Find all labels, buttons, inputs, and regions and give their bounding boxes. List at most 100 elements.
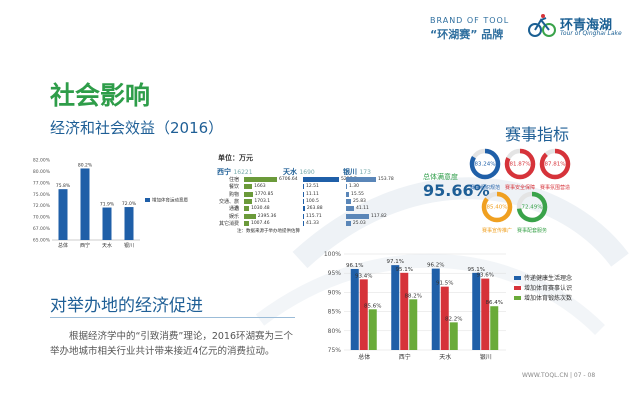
data-label: 88.2%	[405, 293, 422, 299]
footer: WWW.TOQL.CN | 07 - 08	[522, 372, 596, 379]
body-paragraph: 根据经济学中的“引致消费”理论，2016环湖赛为三个举办地城市相关行业共计带来接…	[50, 331, 294, 357]
bar	[244, 191, 253, 197]
bar	[244, 198, 253, 204]
legend-swatch	[514, 276, 521, 280]
legend-swatch	[514, 296, 521, 300]
satisfaction-value: 95.66%	[423, 181, 490, 200]
y-tick-label: 77.00%	[33, 180, 51, 186]
bar	[350, 268, 359, 350]
data-label: 93.6%	[477, 273, 494, 279]
region-count: 16221	[233, 169, 253, 176]
bar	[303, 198, 304, 204]
bar	[346, 220, 351, 226]
data-label: 100.5	[306, 198, 319, 204]
data-label: 115.71	[306, 213, 322, 219]
data-label: 72.0%	[122, 201, 137, 207]
y-tick-label: 72.00%	[33, 203, 51, 209]
region-name: 天水	[283, 168, 297, 176]
ring-value: 87.81%	[545, 162, 566, 168]
ring-value: 72.49%	[522, 205, 543, 211]
bar	[244, 177, 277, 182]
x-tick-label: 银川	[124, 242, 134, 249]
ring-fill	[481, 191, 513, 223]
bar	[449, 322, 458, 350]
data-label: 85.6%	[364, 303, 381, 309]
data-label: 11.11	[306, 191, 319, 197]
legend-swatch	[145, 198, 150, 202]
bar	[303, 220, 304, 226]
bar	[409, 299, 418, 350]
data-label: 15.55	[351, 191, 364, 197]
data-label: 97.1%	[387, 259, 404, 265]
ring-value: 83.24%	[475, 162, 496, 168]
x-tick-label: 天水	[439, 353, 451, 361]
bar	[400, 272, 409, 350]
category-label: 娱乐	[228, 213, 239, 220]
bar	[490, 306, 499, 350]
category-label: 交通、旅游	[218, 198, 239, 212]
bar	[346, 206, 355, 212]
y-tick-label: 67.00%	[33, 226, 51, 232]
data-label: 95.1%	[396, 267, 413, 273]
divider	[50, 317, 295, 318]
bar	[80, 168, 90, 240]
y-tick-label: 80%	[328, 328, 342, 335]
data-label: 93.4%	[355, 273, 372, 279]
ring-label: 赛事宣传推广	[481, 228, 512, 234]
category-label: 通讯	[228, 206, 239, 213]
y-tick-label: 85%	[328, 309, 342, 316]
region-count: 1690	[299, 169, 315, 176]
indicator-ring: 85.40%	[481, 191, 513, 223]
unit-label: 单位：万元	[218, 154, 253, 162]
legend-label: 增加体育赛事认识	[524, 284, 572, 292]
ring-value: 81.87%	[510, 162, 531, 168]
data-label: 1007.46	[250, 220, 270, 226]
y-tick-label: 90%	[328, 289, 342, 296]
page-title: 社会影响	[50, 81, 151, 110]
data-label: 1663	[254, 184, 266, 190]
bar	[303, 191, 304, 197]
y-tick-label: 70.00%	[33, 215, 51, 221]
promo-title: 对举办地的经济促进	[50, 296, 203, 316]
legend-label: 传递健康生活理念	[524, 274, 572, 282]
data-label: 153.78	[378, 177, 394, 182]
ring-label: 赛事配套服务	[516, 228, 547, 234]
bar	[58, 189, 68, 240]
category-label: 其它消费	[218, 220, 239, 227]
brand-tagline: BRAND OF TOOL	[430, 16, 510, 25]
category-label: 住宿	[228, 177, 239, 183]
bar	[481, 278, 490, 350]
ring-fill	[504, 148, 536, 180]
data-label: 2395.36	[257, 213, 277, 219]
ring-label: 赛事组织规范	[469, 185, 500, 191]
bar	[391, 265, 400, 350]
data-label: 25.03	[352, 220, 366, 226]
bar	[303, 184, 304, 190]
ring-value: 85.40%	[487, 205, 508, 211]
region-name: 西宁	[217, 168, 231, 176]
region-count: 173	[359, 169, 371, 176]
category-label: 购物	[228, 191, 239, 198]
ring-fill	[469, 148, 501, 180]
chart-exercise-willingness: 65.00% 67.00% 70.00% 72.00% 75.00% 77.00% 80.0…	[33, 158, 189, 250]
bar	[440, 286, 449, 350]
data-label: 96.1%	[346, 263, 363, 269]
legend-swatch	[514, 286, 521, 290]
y-tick-label: 75%	[328, 347, 342, 354]
bar	[244, 206, 250, 212]
region-yinchuan: 银川 173	[343, 167, 371, 177]
y-tick-label: 95%	[328, 270, 342, 277]
cyclist-logo-icon	[528, 14, 556, 37]
bar	[244, 184, 253, 190]
satisfaction-label: 总体满意度	[423, 173, 458, 181]
region-name: 银川	[343, 168, 357, 176]
bar	[346, 191, 350, 197]
bar	[359, 279, 368, 350]
category-label: 餐饮	[228, 184, 239, 191]
bar	[346, 184, 347, 190]
data-source-note: 注：数据来源于举办地提供估算	[237, 229, 300, 234]
data-label: 95.1%	[468, 267, 485, 273]
bar	[346, 198, 352, 204]
x-tick-label: 银川	[480, 353, 492, 361]
data-label: 25.83	[353, 198, 366, 204]
